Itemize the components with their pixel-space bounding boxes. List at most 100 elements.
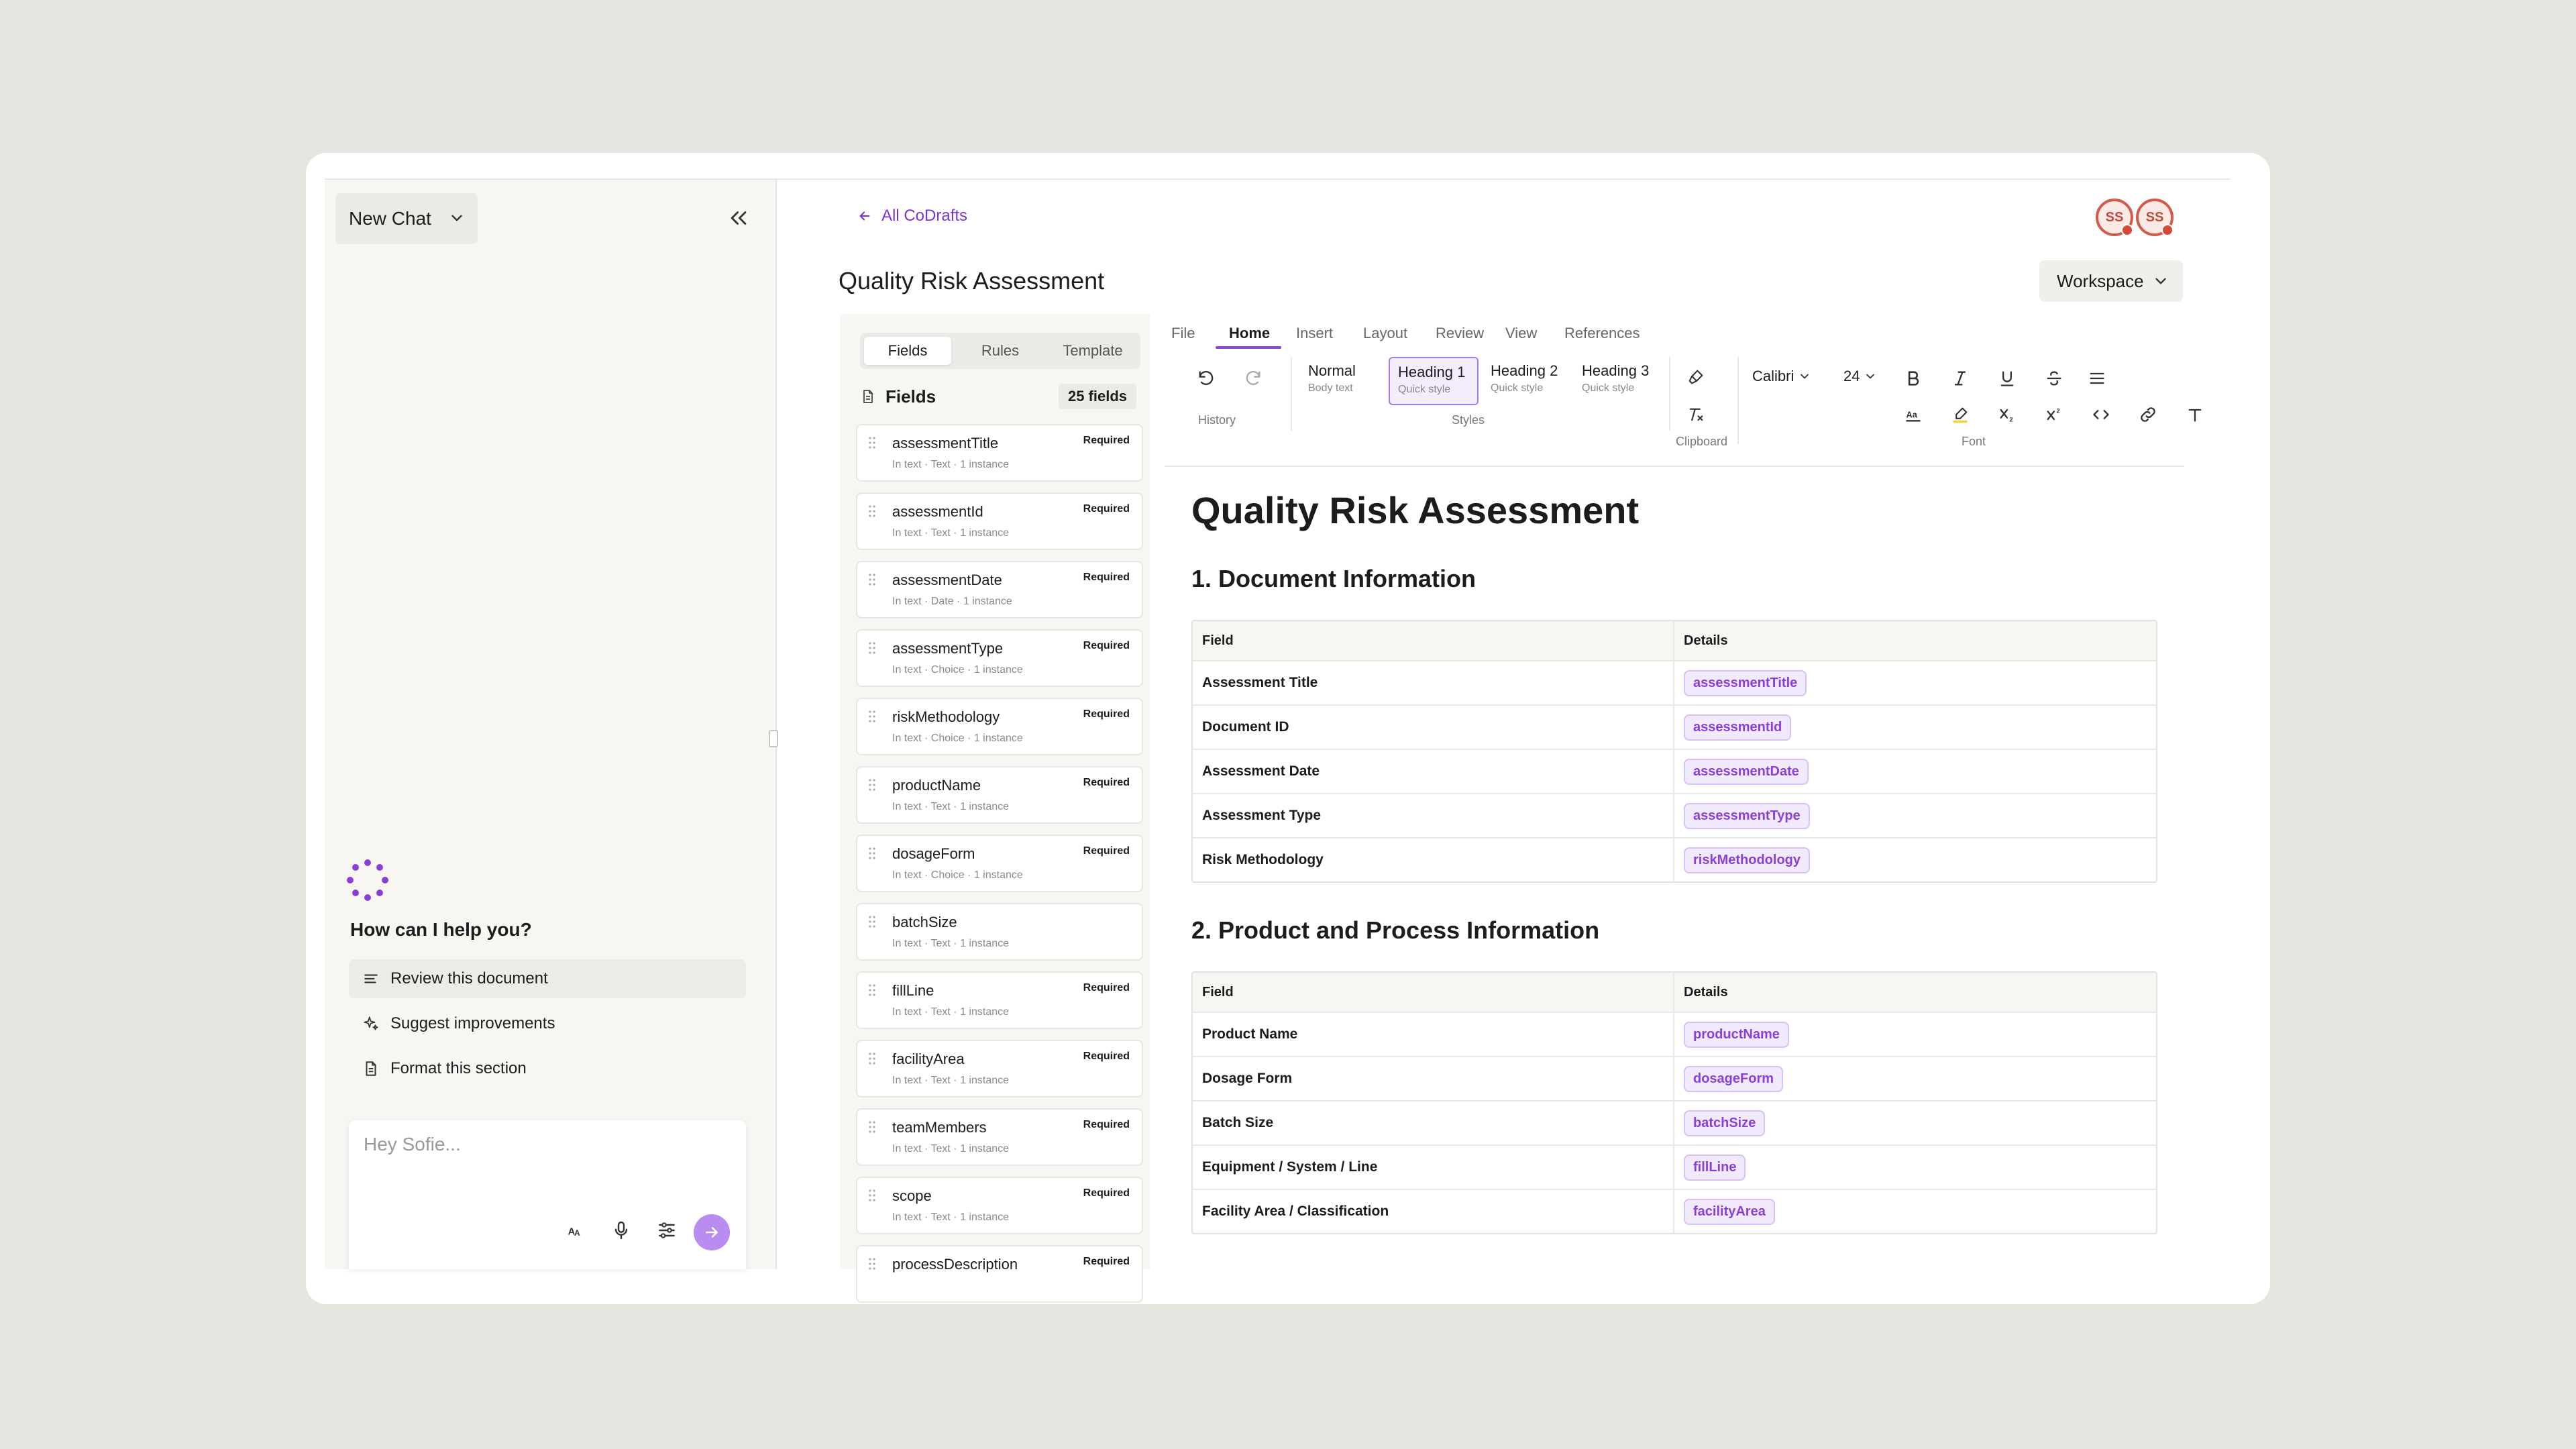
field-name: riskMethodology [892,708,1000,725]
table-row: Document ID assessmentId [1193,704,2156,749]
style-heading-1[interactable]: Heading 1 Quick style [1389,357,1479,405]
style-heading-3[interactable]: Heading 3 Quick style [1574,357,1661,405]
link-icon [2141,407,2155,422]
field-name: assessmentDate [892,572,1002,588]
text-style-button[interactable] [2182,401,2208,428]
send-button[interactable] [694,1214,730,1250]
field-chip[interactable]: assessmentId [1684,714,1792,741]
language-icon[interactable]: AA [564,1220,585,1241]
drag-handle-icon[interactable] [868,504,876,518]
field-card[interactable]: scope In text · Text · 1 instance Required [856,1177,1143,1234]
drag-handle-icon[interactable] [868,1052,876,1065]
underline-button[interactable] [1994,365,2021,392]
code-button[interactable] [2088,401,2114,428]
field-card[interactable]: batchSize In text · Text · 1 instance [856,903,1143,961]
link-button[interactable] [2135,401,2161,428]
panel-resize-handle[interactable] [769,730,778,747]
details-cell: fillLine [1674,1146,2156,1189]
details-cell: assessmentTitle [1674,661,2156,704]
suggestion-format[interactable]: Format this section [349,1049,746,1088]
drag-handle-icon[interactable] [868,573,876,586]
field-card[interactable]: assessmentDate In text · Date · 1 instanc… [856,561,1143,619]
field-chip[interactable]: dosageForm [1684,1065,1784,1092]
menu-insert[interactable]: Insert [1296,325,1334,341]
font-family-select[interactable]: Calibri [1752,368,1811,385]
drag-handle-icon[interactable] [868,436,876,449]
suggestion-improve[interactable]: Suggest improvements [349,1004,746,1043]
style-normal[interactable]: Normal Body text [1300,357,1383,405]
drag-handle-icon[interactable] [868,915,876,928]
menu-view[interactable]: View [1505,325,1538,341]
collapse-panel-icon[interactable] [727,207,750,229]
field-card[interactable]: riskMethodology In text · Choice · 1 inst… [856,698,1143,755]
settings-sliders-icon[interactable] [656,1220,678,1241]
workspace-dropdown[interactable]: Workspace [2039,260,2183,302]
avatar[interactable]: SS [2096,199,2133,236]
tab-fields[interactable]: Fields [864,337,951,365]
suggestion-review[interactable]: Review this document [349,959,746,998]
field-card[interactable]: fillLine In text · Text · 1 instance Requi… [856,971,1143,1029]
field-card[interactable]: teamMembers In text · Text · 1 instance Re… [856,1108,1143,1166]
bold-button[interactable] [1900,365,1927,392]
field-chip[interactable]: facilityArea [1684,1198,1775,1225]
field-chip[interactable]: assessmentType [1684,802,1810,829]
chat-input[interactable]: Hey Sofie... [364,1134,461,1155]
field-chip[interactable]: productName [1684,1021,1789,1048]
clear-format-button[interactable] [1682,401,1709,428]
drag-handle-icon[interactable] [868,1120,876,1134]
required-badge: Required [1083,1187,1130,1199]
menu-references[interactable]: References [1564,325,1640,341]
tab-template[interactable]: Template [1063,342,1123,359]
tab-rules[interactable]: Rules [981,342,1020,359]
lines-icon [364,974,378,983]
avatar[interactable]: SS [2136,199,2174,236]
highlight-button[interactable] [1947,401,1974,428]
field-chip[interactable]: batchSize [1684,1110,1766,1136]
italic-button[interactable] [1947,365,1974,392]
field-label-cell: Dosage Form [1193,1057,1674,1100]
drag-handle-icon[interactable] [868,847,876,860]
field-card[interactable]: assessmentId In text · Text · 1 instance R… [856,492,1143,550]
subscript-button[interactable]: 2 [1994,401,2021,428]
menu-file[interactable]: File [1171,325,1195,341]
undo-button[interactable] [1193,365,1220,392]
field-chip[interactable]: fillLine [1684,1154,1746,1181]
drag-handle-icon[interactable] [868,983,876,997]
text-case-button[interactable]: Aa [1900,401,1927,428]
fields-panel-tabs: Fields Rules Template [860,333,1140,369]
field-meta: In text · Date · 1 instance [892,596,1012,607]
field-card[interactable]: dosageForm In text · Choice · 1 instance R… [856,835,1143,892]
subscript-icon: 2 [2000,409,2013,423]
drag-handle-icon[interactable] [868,641,876,655]
field-card[interactable]: assessmentTitle In text · Text · 1 instan… [856,424,1143,482]
paint-brush-icon [1688,370,1703,384]
style-heading-2[interactable]: Heading 2 Quick style [1483,357,1570,405]
field-card[interactable]: facilityArea In text · Text · 1 instance R… [856,1040,1143,1097]
paragraph-align-button[interactable] [2088,365,2106,392]
back-link[interactable]: All CoDrafts [857,207,967,225]
format-painter-button[interactable] [1682,364,1709,390]
microphone-icon[interactable] [610,1220,632,1241]
superscript-button[interactable]: 2 [2041,401,2068,428]
fields-panel: Fields Rules Template Fields 25 fields a… [840,314,1150,1303]
drag-handle-icon[interactable] [868,1189,876,1202]
field-card[interactable]: processDescription Required [856,1245,1143,1303]
new-chat-dropdown[interactable]: New Chat [335,193,478,244]
menu-home[interactable]: Home [1229,325,1271,341]
redo-button[interactable] [1240,365,1267,392]
font-size-select[interactable]: 24 [1843,368,1877,385]
strikethrough-button[interactable] [2041,365,2068,392]
sparkle-icon [364,1016,378,1030]
strikethrough-icon [2047,371,2061,386]
field-card[interactable]: assessmentType In text · Choice · 1 insta… [856,629,1143,687]
field-chip[interactable]: riskMethodology [1684,847,1811,873]
drag-handle-icon[interactable] [868,710,876,723]
field-chip[interactable]: assessmentTitle [1684,669,1807,696]
menu-layout[interactable]: Layout [1363,325,1408,341]
field-chip[interactable]: assessmentDate [1684,758,1809,785]
drag-handle-icon[interactable] [868,778,876,792]
field-card[interactable]: productName In text · Text · 1 instance Re… [856,766,1143,824]
menu-review[interactable]: Review [1436,325,1485,341]
drag-handle-icon[interactable] [868,1257,876,1271]
